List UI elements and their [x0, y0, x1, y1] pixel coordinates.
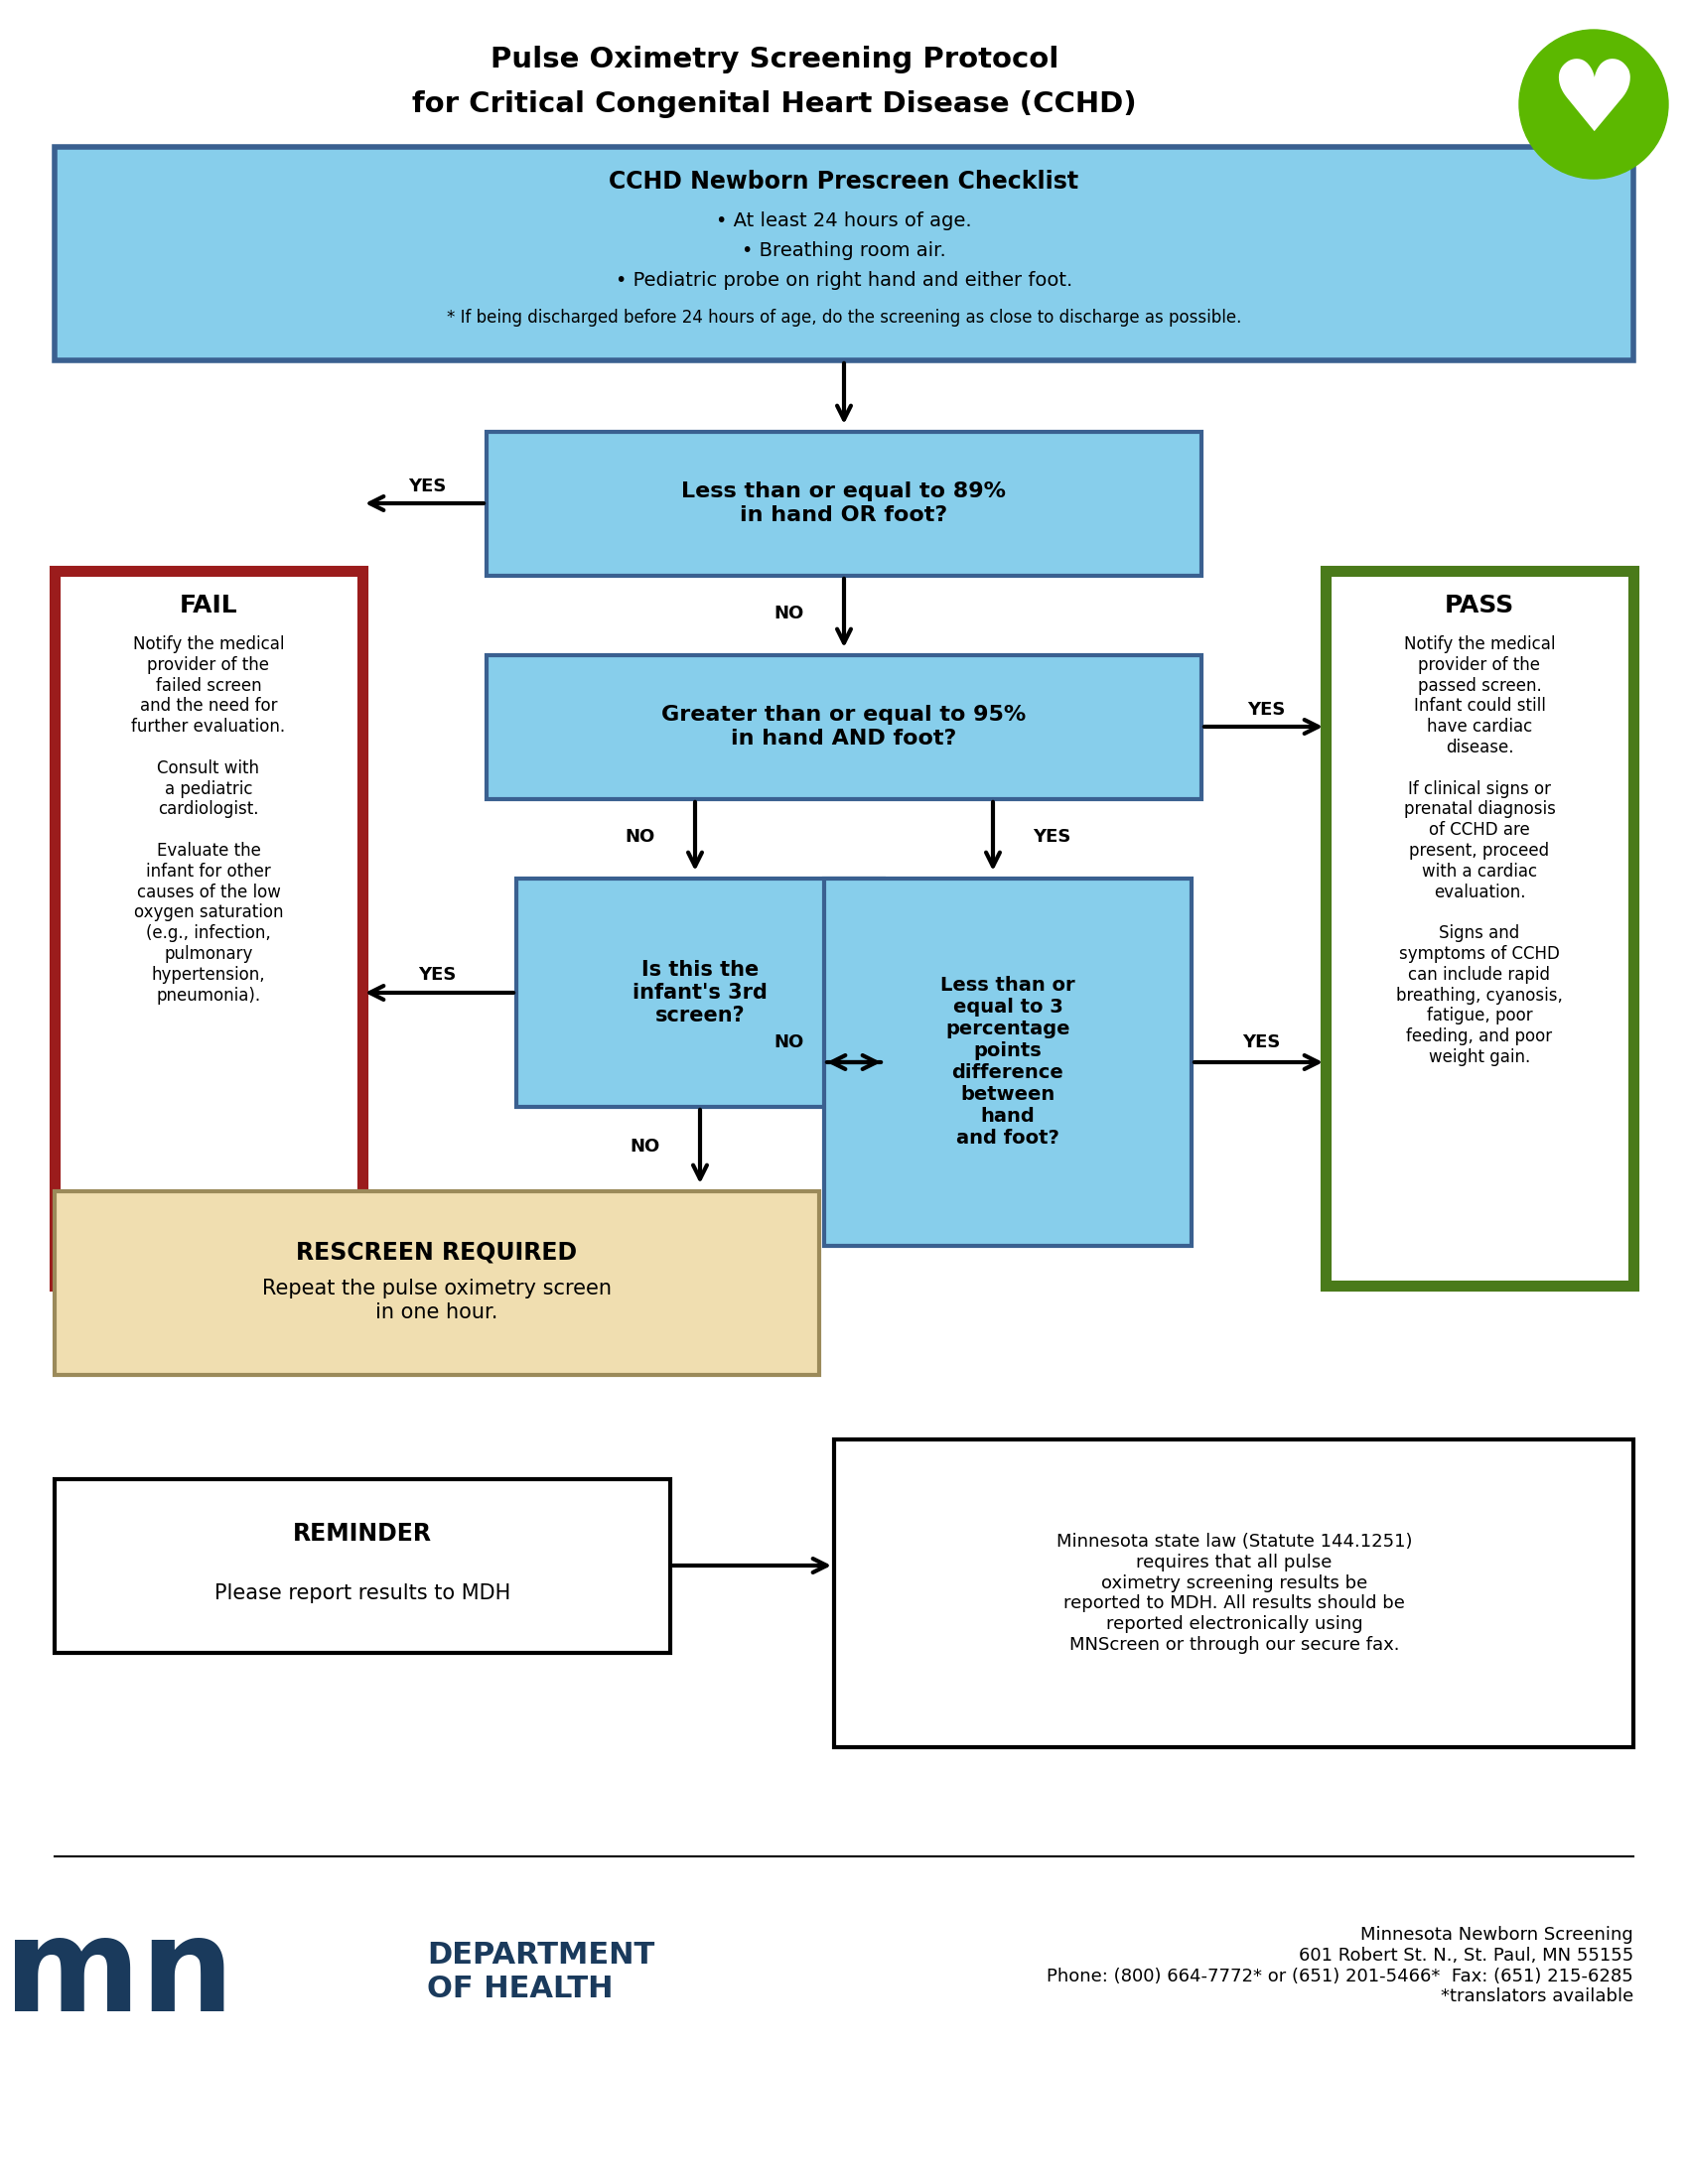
Circle shape: [1519, 31, 1668, 179]
Text: DEPARTMENT
OF HEALTH: DEPARTMENT OF HEALTH: [427, 1942, 655, 2003]
Text: YES: YES: [1033, 828, 1070, 845]
Text: Minnesota Newborn Screening
601 Robert St. N., St. Paul, MN 55155
Phone: (800) 6: Minnesota Newborn Screening 601 Robert S…: [1047, 1926, 1634, 2005]
Text: Notify the medical
provider of the
failed screen
and the need for
further evalua: Notify the medical provider of the faile…: [132, 636, 285, 1005]
Text: Pulse Oximetry Screening Protocol: Pulse Oximetry Screening Protocol: [490, 46, 1058, 74]
Text: Notify the medical
provider of the
passed screen.
Infant could still
have cardia: Notify the medical provider of the passe…: [1396, 636, 1563, 1066]
Text: CCHD Newborn Prescreen Checklist: CCHD Newborn Prescreen Checklist: [609, 170, 1079, 194]
Text: mn: mn: [3, 1913, 235, 2038]
Text: Less than or equal to 89%
in hand OR foot?: Less than or equal to 89% in hand OR foo…: [682, 483, 1006, 524]
Text: RESCREEN REQUIRED: RESCREEN REQUIRED: [297, 1241, 577, 1265]
Text: NO: NO: [775, 1033, 803, 1051]
Text: YES: YES: [408, 478, 446, 496]
Text: NO: NO: [630, 1138, 660, 1155]
Bar: [54, 146, 1634, 360]
Text: PASS: PASS: [1445, 594, 1514, 618]
Text: YES: YES: [1247, 701, 1285, 719]
Text: Minnesota state law (Statute 144.1251)
requires that all pulse
oximetry screenin: Minnesota state law (Statute 144.1251) r…: [1057, 1533, 1413, 1653]
Bar: [517, 878, 885, 1107]
Text: REMINDER: REMINDER: [294, 1522, 432, 1546]
Text: Less than or
equal to 3
percentage
points
difference
between
hand
and foot?: Less than or equal to 3 percentage point…: [940, 976, 1075, 1149]
Text: ♥: ♥: [1550, 57, 1637, 153]
Bar: [54, 570, 363, 1286]
Text: • At least 24 hours of age.: • At least 24 hours of age.: [716, 212, 972, 232]
Bar: [824, 878, 1192, 1245]
Bar: [54, 1479, 670, 1653]
Text: NO: NO: [625, 828, 655, 845]
Bar: [834, 1439, 1634, 1747]
Text: for Critical Congenital Heart Disease (CCHD): for Critical Congenital Heart Disease (C…: [412, 90, 1136, 118]
Text: Please report results to MDH: Please report results to MDH: [214, 1583, 510, 1603]
Text: • Breathing room air.: • Breathing room air.: [741, 242, 947, 260]
Text: FAIL: FAIL: [179, 594, 238, 618]
Text: Is this the
infant's 3rd
screen?: Is this the infant's 3rd screen?: [633, 959, 768, 1026]
Text: YES: YES: [1242, 1033, 1280, 1051]
Text: NO: NO: [775, 605, 803, 622]
Text: YES: YES: [419, 965, 456, 983]
Bar: [1325, 570, 1634, 1286]
Bar: [54, 1190, 819, 1376]
Bar: [486, 655, 1202, 799]
Text: • Pediatric probe on right hand and either foot.: • Pediatric probe on right hand and eith…: [616, 271, 1072, 290]
Text: * If being discharged before 24 hours of age, do the screening as close to disch: * If being discharged before 24 hours of…: [447, 308, 1241, 328]
Text: Greater than or equal to 95%
in hand AND foot?: Greater than or equal to 95% in hand AND…: [662, 705, 1026, 749]
Text: Repeat the pulse oximetry screen
in one hour.: Repeat the pulse oximetry screen in one …: [262, 1280, 611, 1321]
Bar: [486, 432, 1202, 577]
